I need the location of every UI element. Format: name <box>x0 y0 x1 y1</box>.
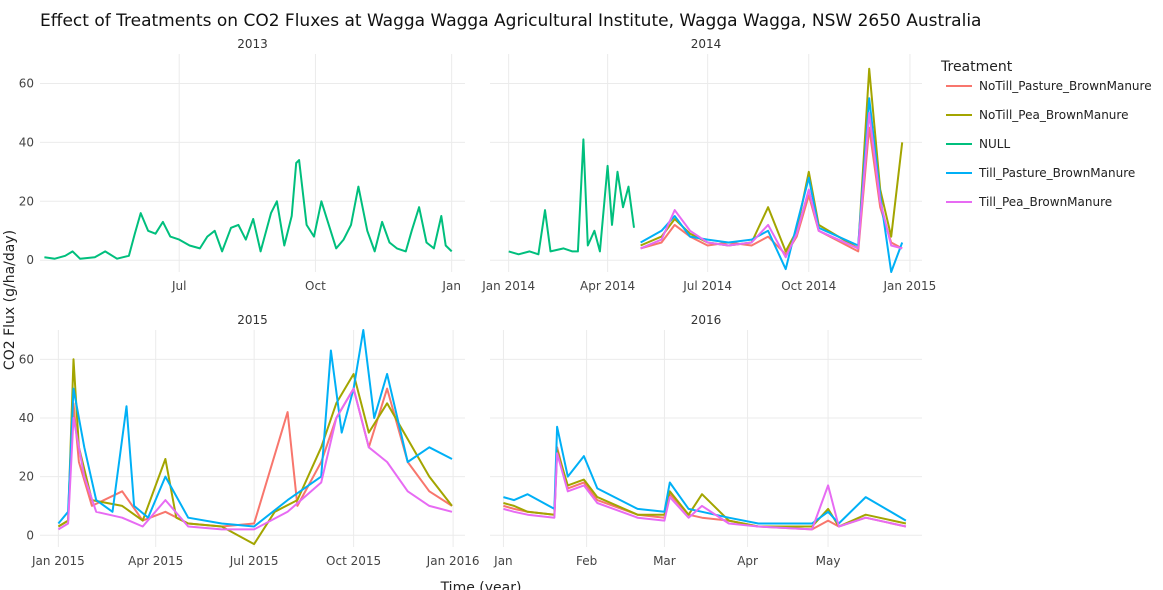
facet-strip-label: 2016 <box>691 313 722 327</box>
x-tick-label: Jul 2015 <box>229 554 279 568</box>
x-tick-label: Jan 2016 <box>426 554 480 568</box>
legend-label: Till_Pea_BrownManure <box>978 195 1112 209</box>
y-axis-title: CO2 Flux (g/ha/day) <box>2 230 18 370</box>
x-tick-label: Oct 2014 <box>781 279 836 293</box>
facet-panels: 2013 0 20 40 60 Jul Oct Jan 2014 Jan 2014 Apr 2014… <box>19 37 937 568</box>
x-tick-label: Oct <box>305 279 326 293</box>
x-tick-label: Jan 2014 <box>481 279 535 293</box>
x-tick-label: Jan 2015 <box>882 279 936 293</box>
x-tick-label: Apr 2015 <box>128 554 183 568</box>
legend-item-notill-pea-brownmanure: NoTill_Pea_BrownManure <box>946 108 1128 122</box>
y-tick-label: 60 <box>19 76 34 90</box>
legend-label: NoTill_Pasture_BrownManure <box>979 79 1152 93</box>
series-line-till-pea-brownmanure <box>503 452 907 531</box>
legend-title: Treatment <box>940 59 1013 75</box>
legend-label: NoTill_Pea_BrownManure <box>979 108 1128 122</box>
chart-title: Effect of Treatments on CO2 Fluxes at Wa… <box>40 11 981 31</box>
series-line-till-pea-brownmanure <box>57 387 453 531</box>
facet-strip-label: 2014 <box>691 37 722 51</box>
y-tick-label: 0 <box>26 253 34 267</box>
legend-item-till-pasture-brownmanure: Till_Pasture_BrownManure <box>946 166 1135 180</box>
x-tick-label: Oct 2015 <box>326 554 381 568</box>
x-tick-label: Jan <box>441 279 461 293</box>
x-tick-label: May <box>816 554 841 568</box>
x-tick-label: Apr 2014 <box>580 279 635 293</box>
y-tick-label: 20 <box>19 470 34 484</box>
facet-strip-label: 2013 <box>237 37 268 51</box>
series-line-notill-pasture-brownmanure <box>640 126 903 256</box>
series-line-notill-pasture-brownmanure <box>57 387 453 528</box>
facet-panel-2014: 2014 Jan 2014 Apr 2014 Jul 2014 Oct 2014 Jan … <box>481 37 936 293</box>
series-line-notill-pea-brownmanure <box>57 358 453 546</box>
y-tick-label: 40 <box>19 411 34 425</box>
legend-item-null: NULL <box>946 137 1010 151</box>
x-tick-label: Mar <box>653 554 676 568</box>
facet-panel-2015: 2015 0 20 40 60 Jan 2015 Apr 2015 Jul 2015 Oct 2… <box>19 313 480 568</box>
x-axis-title: Time (year) <box>440 580 522 590</box>
series-line-null <box>508 138 635 256</box>
x-tick-label: Jan 2015 <box>31 554 85 568</box>
series-line-null <box>44 159 453 260</box>
facet-strip-label: 2015 <box>237 313 268 327</box>
series-line-till-pasture-brownmanure <box>640 97 904 273</box>
legend: NoTill_Pasture_BrownManure NoTill_Pea_Bro… <box>946 79 1152 209</box>
x-tick-label: Feb <box>576 554 597 568</box>
legend-label: NULL <box>979 137 1010 151</box>
legend-item-till-pea-brownmanure: Till_Pea_BrownManure <box>946 195 1112 209</box>
x-tick-label: Jul 2014 <box>682 279 732 293</box>
y-tick-label: 40 <box>19 135 34 149</box>
legend-item-notill-pasture-brownmanure: NoTill_Pasture_BrownManure <box>946 79 1152 93</box>
x-tick-label: Apr <box>737 554 758 568</box>
facet-panel-2013: 2013 0 20 40 60 Jul Oct Jan <box>19 37 465 293</box>
y-tick-label: 20 <box>19 194 34 208</box>
series-line-till-pea-brownmanure <box>640 111 903 259</box>
y-tick-label: 0 <box>26 528 34 542</box>
series-line-till-pasture-brownmanure <box>57 329 453 528</box>
x-tick-label: Jul <box>171 279 186 293</box>
y-tick-label: 60 <box>19 352 34 366</box>
facet-panel-2016: 2016 Jan Feb Mar Apr May <box>490 313 922 568</box>
x-tick-label: Jan <box>493 554 513 568</box>
legend-label: Till_Pasture_BrownManure <box>978 166 1135 180</box>
